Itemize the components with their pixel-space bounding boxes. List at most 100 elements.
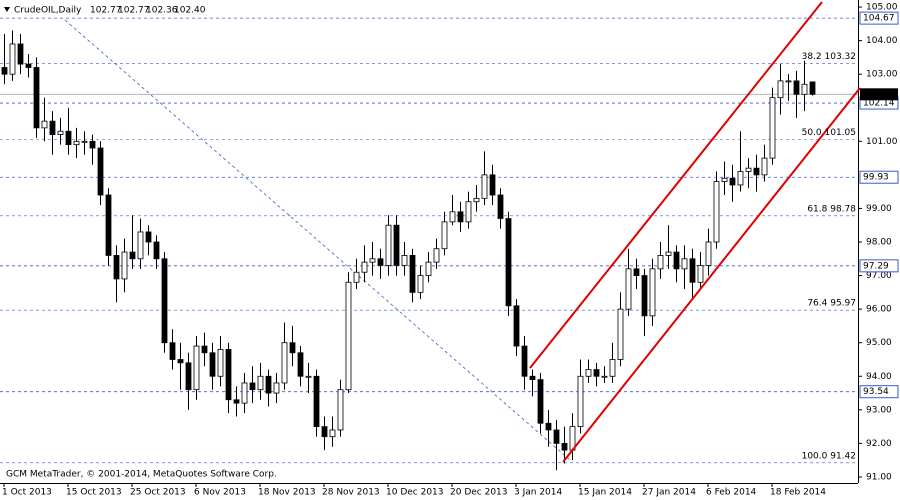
candle-body (33, 67, 40, 129)
candle-body (121, 251, 128, 280)
candle-body (1, 67, 8, 75)
level-label: 97.29 (863, 261, 889, 271)
candle-body (649, 268, 656, 317)
x-tick-label: 20 Dec 2013 (450, 488, 508, 498)
candle-body (25, 63, 32, 68)
candle-body (49, 120, 56, 135)
candle-body (465, 201, 472, 223)
candle-body (57, 130, 64, 135)
fib-label: 61.8 98.78 (807, 204, 856, 214)
candle-body (521, 345, 528, 377)
quote-open: 102.77 (90, 6, 122, 16)
y-tick-label: 92.00 (866, 439, 892, 449)
candle-body (633, 268, 640, 276)
level-box (859, 259, 899, 273)
current-price-label: 102.40 (863, 90, 895, 100)
candle-body (113, 255, 120, 280)
candle-body (289, 342, 296, 354)
level-label: 104.67 (863, 14, 895, 24)
candle-body (201, 345, 208, 354)
candle-body (537, 379, 544, 424)
candle-body (489, 174, 496, 196)
candle-body (497, 194, 504, 219)
x-tick-label: 6 Nov 2013 (194, 488, 246, 498)
x-tick-label: 10 Dec 2013 (386, 488, 444, 498)
candle-body (713, 181, 720, 243)
candle-body (185, 362, 192, 391)
candle-body (689, 258, 696, 283)
symbol: CrudeOIL,Daily (14, 6, 82, 16)
level-box (859, 170, 899, 184)
candle-body (793, 80, 800, 95)
candle-body (433, 248, 440, 263)
candle-body (361, 261, 368, 273)
x-tick-label: 25 Oct 2013 (130, 488, 186, 498)
y-tick-label: 91.00 (866, 472, 892, 482)
candle-body (369, 258, 376, 263)
x-tick-label: 15 Jan 2014 (578, 488, 632, 498)
candle-body (729, 177, 736, 186)
y-tick-label: 97.00 (866, 271, 892, 281)
x-tick-label: 1 Oct 2013 (2, 488, 52, 498)
candle-body (137, 231, 144, 260)
candle-body (529, 375, 536, 381)
fib-trend-line (64, 19, 571, 461)
candle-body (505, 218, 512, 307)
candle-body (553, 429, 560, 444)
fib-label: 38.2 103.32 (802, 52, 856, 62)
footer: GCM MetaTrader, © 2001-2014, MetaQuotes … (6, 470, 277, 480)
candle-body (401, 255, 408, 266)
candle-body (513, 305, 520, 347)
x-tick-label: 6 Feb 2014 (706, 488, 757, 498)
candle-body (257, 375, 264, 391)
level-box (859, 11, 899, 25)
candle-body (321, 426, 328, 438)
plot (0, 17, 858, 471)
candle-body (217, 349, 224, 377)
candle-body (769, 97, 776, 159)
quote-close: 102.40 (174, 6, 206, 16)
candle-body (601, 375, 608, 378)
candle-body (457, 211, 464, 223)
candle-body (593, 369, 600, 377)
candle-body (745, 167, 752, 172)
candle-body (305, 375, 312, 378)
candle-body (449, 211, 456, 223)
candle-body (785, 80, 792, 83)
candle-body (353, 271, 360, 283)
candle-body (297, 352, 304, 377)
candle-body (153, 241, 160, 260)
candle-body (625, 268, 632, 310)
candle-body (417, 275, 424, 293)
candle-body (409, 255, 416, 293)
level-box (859, 385, 899, 399)
level-label: 102.14 (863, 99, 895, 109)
x-tick-label: 18 Nov 2013 (258, 488, 316, 498)
candle-body (233, 399, 240, 404)
candle-body (41, 120, 48, 129)
y-tick-label: 99.00 (866, 204, 892, 214)
candle-body (209, 352, 216, 377)
candle-body (801, 83, 808, 95)
candle-body (641, 275, 648, 317)
candle-body (681, 258, 688, 270)
candle-body (17, 43, 24, 65)
candle-body (473, 197, 480, 203)
candle-body (273, 382, 280, 394)
level-label: 99.93 (863, 173, 889, 183)
candle-body (169, 342, 176, 360)
candle-body (265, 375, 272, 394)
candle-body (313, 375, 320, 428)
y-tick-label: 105.00 (866, 3, 898, 13)
candle-body (481, 174, 488, 199)
x-tick-label: 3 Jan 2014 (514, 488, 562, 498)
menu-arrow[interactable] (4, 7, 10, 12)
candle-body (65, 130, 72, 146)
candle-body (673, 251, 680, 270)
candle-body (129, 251, 136, 260)
candle-body (81, 140, 88, 143)
candle-body (665, 251, 672, 256)
candle-body (761, 157, 768, 176)
y-tick-label: 101.00 (866, 137, 898, 147)
